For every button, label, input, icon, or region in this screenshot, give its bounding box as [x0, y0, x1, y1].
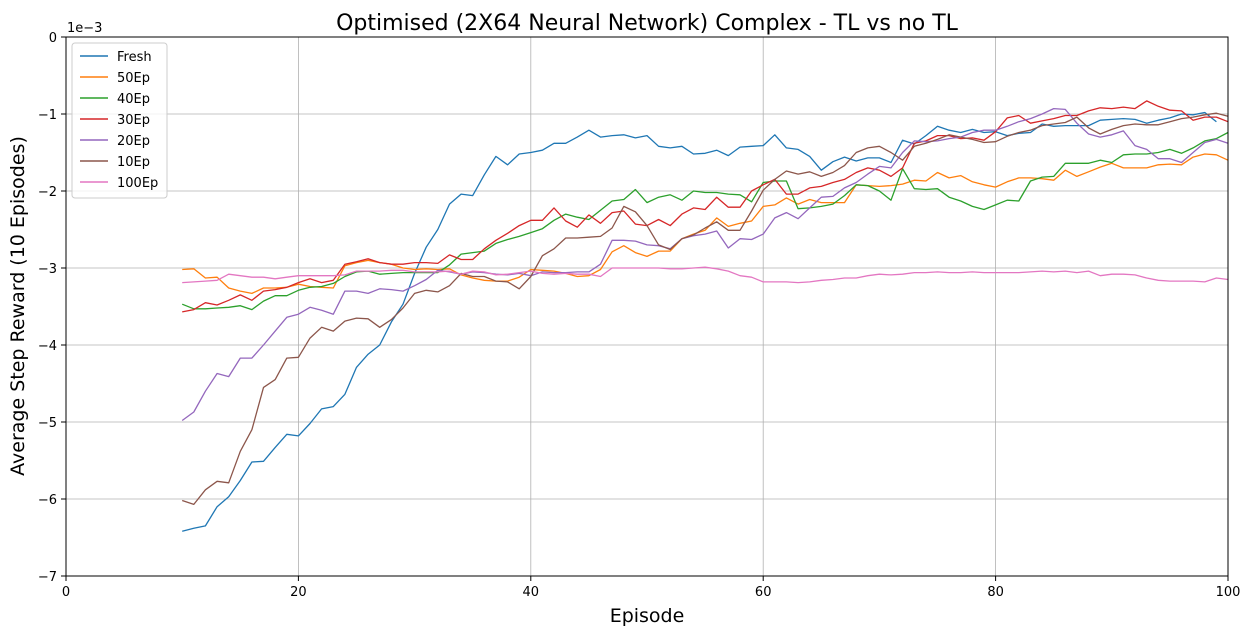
y-tick-label: −7	[38, 570, 57, 585]
legend-label: 30Ep	[117, 113, 150, 128]
x-tick-label: 20	[290, 585, 307, 600]
plot-frame	[65, 36, 1229, 577]
y-axis-title: Average Step Reward (10 Episodes)	[7, 136, 29, 476]
legend-label: Fresh	[117, 50, 152, 65]
legend-label: 100Ep	[117, 176, 158, 191]
legend-label: 10Ep	[117, 155, 150, 170]
series-line-10ep	[181, 112, 1229, 506]
x-tick-label: 80	[987, 585, 1004, 600]
series-line-fresh	[182, 111, 1217, 532]
legend-label: 40Ep	[117, 92, 150, 107]
chart-title: Optimised (2X64 Neural Network) Complex …	[336, 11, 959, 36]
y-tick-label: −2	[38, 185, 57, 200]
series-line-40ep	[181, 131, 1229, 311]
series-line-50ep	[182, 153, 1229, 295]
y-scale-label: 1e−3	[67, 21, 102, 36]
legend-label: 50Ep	[117, 71, 150, 86]
x-tick-label: 60	[755, 585, 772, 600]
x-tick-label: 40	[523, 585, 540, 600]
y-tick-label: −1	[38, 108, 57, 123]
axis-ticks: 0 20 40 60 80 100 0 −1 −2 −3 −4 −5 −6 −7	[38, 31, 1241, 600]
series-line-30ep	[182, 100, 1229, 313]
y-tick-label: −3	[38, 262, 57, 277]
series-line-20ep	[181, 107, 1229, 422]
y-tick-label: −6	[38, 493, 57, 508]
x-tick-label: 0	[62, 585, 70, 600]
x-axis-title: Episode	[610, 605, 685, 627]
y-tick-label: 0	[49, 31, 57, 46]
y-tick-label: −5	[38, 416, 57, 431]
series-group	[181, 100, 1229, 532]
legend-box	[71, 42, 168, 199]
x-tick-label: 100	[1216, 585, 1241, 600]
series-line-100ep	[182, 266, 1229, 284]
legend-label: 20Ep	[117, 134, 150, 149]
legend: Fresh 50Ep 40Ep 30Ep 20Ep 10Ep 100Ep	[71, 42, 168, 199]
y-tick-label: −4	[38, 339, 57, 354]
grid	[65, 36, 1229, 577]
